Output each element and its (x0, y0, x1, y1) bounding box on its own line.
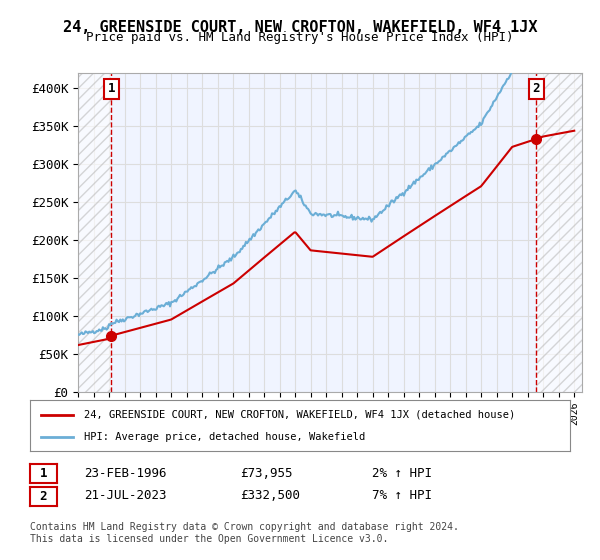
Text: 24, GREENSIDE COURT, NEW CROFTON, WAKEFIELD, WF4 1JX (detached house): 24, GREENSIDE COURT, NEW CROFTON, WAKEFI… (84, 409, 515, 419)
Text: 24, GREENSIDE COURT, NEW CROFTON, WAKEFIELD, WF4 1JX: 24, GREENSIDE COURT, NEW CROFTON, WAKEFI… (63, 20, 537, 35)
Text: 2: 2 (532, 82, 540, 95)
Bar (78, 73, 111, 392)
Text: 1: 1 (107, 82, 115, 95)
Text: Contains HM Land Registry data © Crown copyright and database right 2024.
This d: Contains HM Land Registry data © Crown c… (30, 522, 459, 544)
Text: 1: 1 (40, 467, 47, 480)
Text: HPI: Average price, detached house, Wakefield: HPI: Average price, detached house, Wake… (84, 432, 365, 442)
Text: 23-FEB-1996: 23-FEB-1996 (84, 466, 167, 480)
Text: 2% ↑ HPI: 2% ↑ HPI (372, 466, 432, 480)
Text: £332,500: £332,500 (240, 489, 300, 502)
Text: 21-JUL-2023: 21-JUL-2023 (84, 489, 167, 502)
Text: 2: 2 (40, 489, 47, 503)
Text: 7% ↑ HPI: 7% ↑ HPI (372, 489, 432, 502)
Bar (536, 73, 582, 392)
Text: £73,955: £73,955 (240, 466, 293, 480)
Text: Price paid vs. HM Land Registry's House Price Index (HPI): Price paid vs. HM Land Registry's House … (86, 31, 514, 44)
